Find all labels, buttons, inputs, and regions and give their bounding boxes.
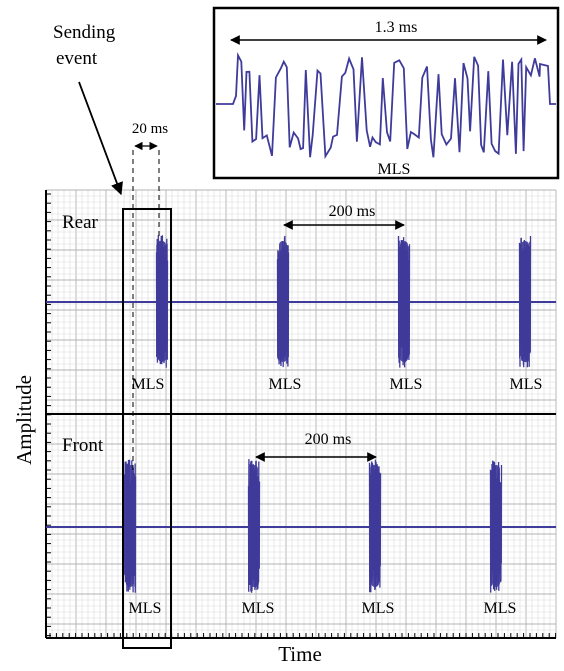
rear-mls-label-4: MLS: [510, 376, 543, 393]
sending-event-label-line2: event: [56, 48, 98, 69]
inset-waveform: [216, 51, 556, 160]
rear-mls-label-2: MLS: [269, 376, 302, 393]
front-pulses: [123, 459, 503, 593]
front-pulse-4: [489, 460, 503, 593]
mls-inset: 1.3 ms MLS: [212, 6, 560, 180]
sending-event-arrow: [78, 81, 123, 196]
sending-event-box: [122, 208, 172, 649]
rear-mls-label-3: MLS: [390, 376, 423, 393]
y-axis-ticks: [46, 193, 51, 637]
rear-pulse-2: [276, 235, 290, 368]
rear-pulse-4: [518, 235, 532, 368]
rear-pulse-3: [397, 235, 411, 368]
front-label: Front: [62, 435, 104, 456]
rear-label: Rear: [62, 212, 99, 233]
front-mls-label-1: MLS: [129, 600, 162, 617]
front-pulse-1: [123, 459, 137, 593]
front-interval-label: 200 ms: [305, 431, 352, 448]
rear-pulses: [155, 235, 532, 368]
rear-mls-label-1: MLS: [132, 376, 165, 393]
front-mls-label-3: MLS: [362, 600, 395, 617]
rear-pulse-1: [155, 235, 169, 368]
y-axis-label: Amplitude: [12, 375, 36, 465]
x-axis-ticks: [49, 633, 557, 638]
front-mls-label-2: MLS: [242, 600, 275, 617]
sending-event-label-line1: Sending: [53, 22, 116, 43]
inset-duration-label: 1.3 ms: [375, 19, 418, 36]
inset-mls-label: MLS: [378, 161, 411, 178]
rear-interval-label: 200 ms: [329, 203, 376, 220]
plot-frame: [45, 190, 556, 639]
front-pulse-3: [368, 459, 382, 593]
x-axis-label: Time: [278, 642, 322, 666]
gap-label: 20 ms: [132, 121, 168, 137]
front-mls-label-4: MLS: [484, 600, 517, 617]
front-pulse-2: [247, 459, 261, 593]
